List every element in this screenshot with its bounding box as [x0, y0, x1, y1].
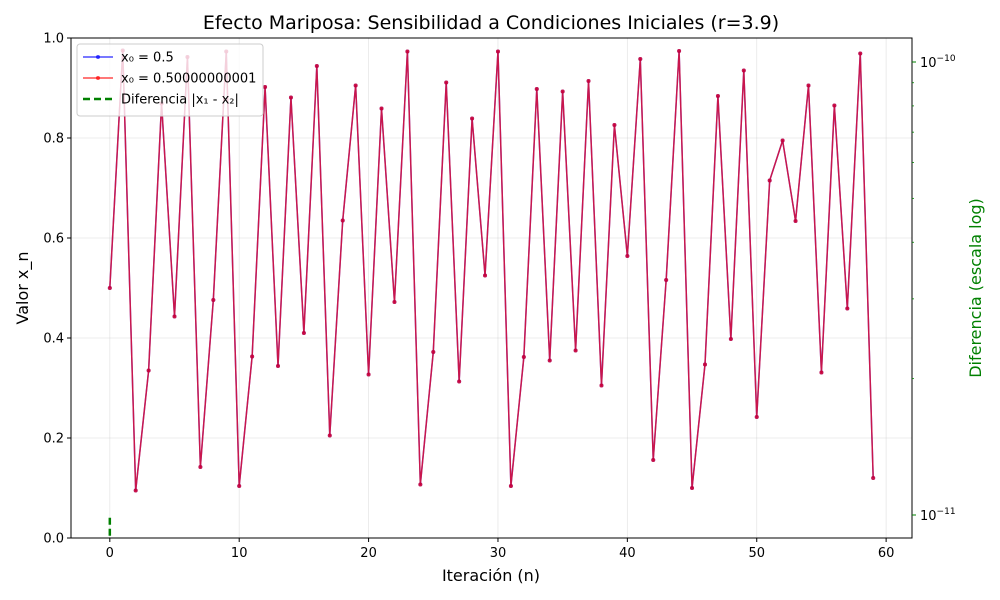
data-point	[276, 364, 281, 368]
data-point	[741, 68, 746, 73]
axes: 0 10 20 30 40 50 60 0.0 0.2 0.4 0.6 0.8 1.0 10−10 10−1…	[43, 32, 956, 562]
data-point	[431, 350, 436, 354]
legend: x₀ = 0.5 x₀ = 0.50000000001 Diferencia |x₁…	[76, 43, 264, 117]
series-layer	[107, 48, 876, 536]
data-point	[301, 331, 306, 335]
data-point	[547, 358, 552, 363]
data-point	[508, 484, 513, 488]
data-point	[599, 383, 604, 388]
data-point	[612, 123, 617, 127]
data-point	[793, 219, 798, 223]
data-point	[405, 49, 410, 54]
data-point	[288, 95, 293, 100]
data-point	[702, 362, 707, 367]
data-point	[664, 278, 669, 282]
data-point	[780, 138, 785, 143]
data-point	[573, 348, 578, 353]
data-point	[133, 488, 138, 493]
data-point	[767, 178, 772, 183]
x-tick-label: 50	[748, 546, 765, 561]
data-point	[819, 370, 824, 375]
data-point	[586, 79, 591, 83]
x-axis-label: Iteración (n)	[442, 566, 540, 585]
chart-title: Efecto Mariposa: Sensibilidad a Condicio…	[203, 12, 779, 34]
x-tick-label: 30	[490, 546, 507, 561]
data-point	[263, 85, 268, 89]
y-tick-label: 0.4	[43, 332, 64, 347]
y-tick-label: 0.8	[43, 132, 64, 147]
y-tick-label: 0.2	[43, 432, 64, 447]
x-tick-label: 20	[360, 546, 377, 561]
x-tick-label: 60	[878, 546, 895, 561]
data-point	[444, 80, 449, 85]
y2-tick-label: 10−11	[920, 507, 956, 524]
data-point	[107, 286, 112, 290]
data-point	[715, 94, 720, 98]
y-tick-label: 0.0	[43, 532, 64, 547]
data-point	[845, 306, 850, 311]
data-point	[625, 254, 630, 258]
data-point	[198, 465, 203, 469]
x-tick-label: 0	[106, 546, 114, 561]
legend-box	[76, 43, 264, 117]
x-tick-label: 10	[231, 546, 248, 561]
data-point	[146, 368, 151, 373]
legend-label: x₀ = 0.5	[121, 51, 174, 66]
data-point	[172, 314, 177, 319]
data-point	[651, 458, 656, 462]
data-point	[314, 64, 319, 68]
data-point	[379, 106, 384, 111]
data-point	[353, 83, 358, 88]
data-point	[211, 298, 216, 302]
data-point	[560, 89, 565, 94]
data-point	[470, 116, 475, 121]
data-point	[457, 379, 462, 384]
y2-axis-label: Diferencia (escala log)	[966, 198, 985, 378]
legend-marker	[96, 76, 100, 80]
y-axis-label: Valor x_n	[13, 251, 33, 324]
data-point	[638, 57, 643, 61]
data-point	[418, 482, 423, 487]
legend-marker	[96, 55, 100, 59]
data-point	[250, 354, 255, 359]
data-point	[327, 433, 332, 438]
data-point	[483, 273, 488, 278]
legend-label: x₀ = 0.50000000001	[121, 72, 256, 87]
y-tick-label: 1.0	[43, 32, 64, 47]
data-point	[677, 49, 682, 53]
data-point	[728, 337, 733, 341]
data-point	[340, 218, 345, 223]
data-point	[871, 476, 876, 480]
data-point	[237, 484, 242, 488]
data-point	[495, 49, 500, 54]
data-point	[754, 415, 759, 419]
y-tick-label: 0.6	[43, 232, 64, 247]
data-point	[521, 355, 526, 359]
plot-frame	[70, 37, 913, 539]
data-point	[858, 51, 863, 56]
data-point	[832, 103, 837, 108]
data-point	[366, 372, 371, 377]
x-tick-label: 40	[619, 546, 636, 561]
y2-tick-label: 10−10	[920, 54, 956, 71]
series-line	[109, 49, 874, 492]
data-point	[690, 486, 695, 490]
data-point	[392, 300, 397, 304]
legend-label: Diferencia |x₁ - x₂|	[121, 93, 239, 108]
data-point	[534, 87, 539, 91]
data-point	[806, 83, 811, 88]
